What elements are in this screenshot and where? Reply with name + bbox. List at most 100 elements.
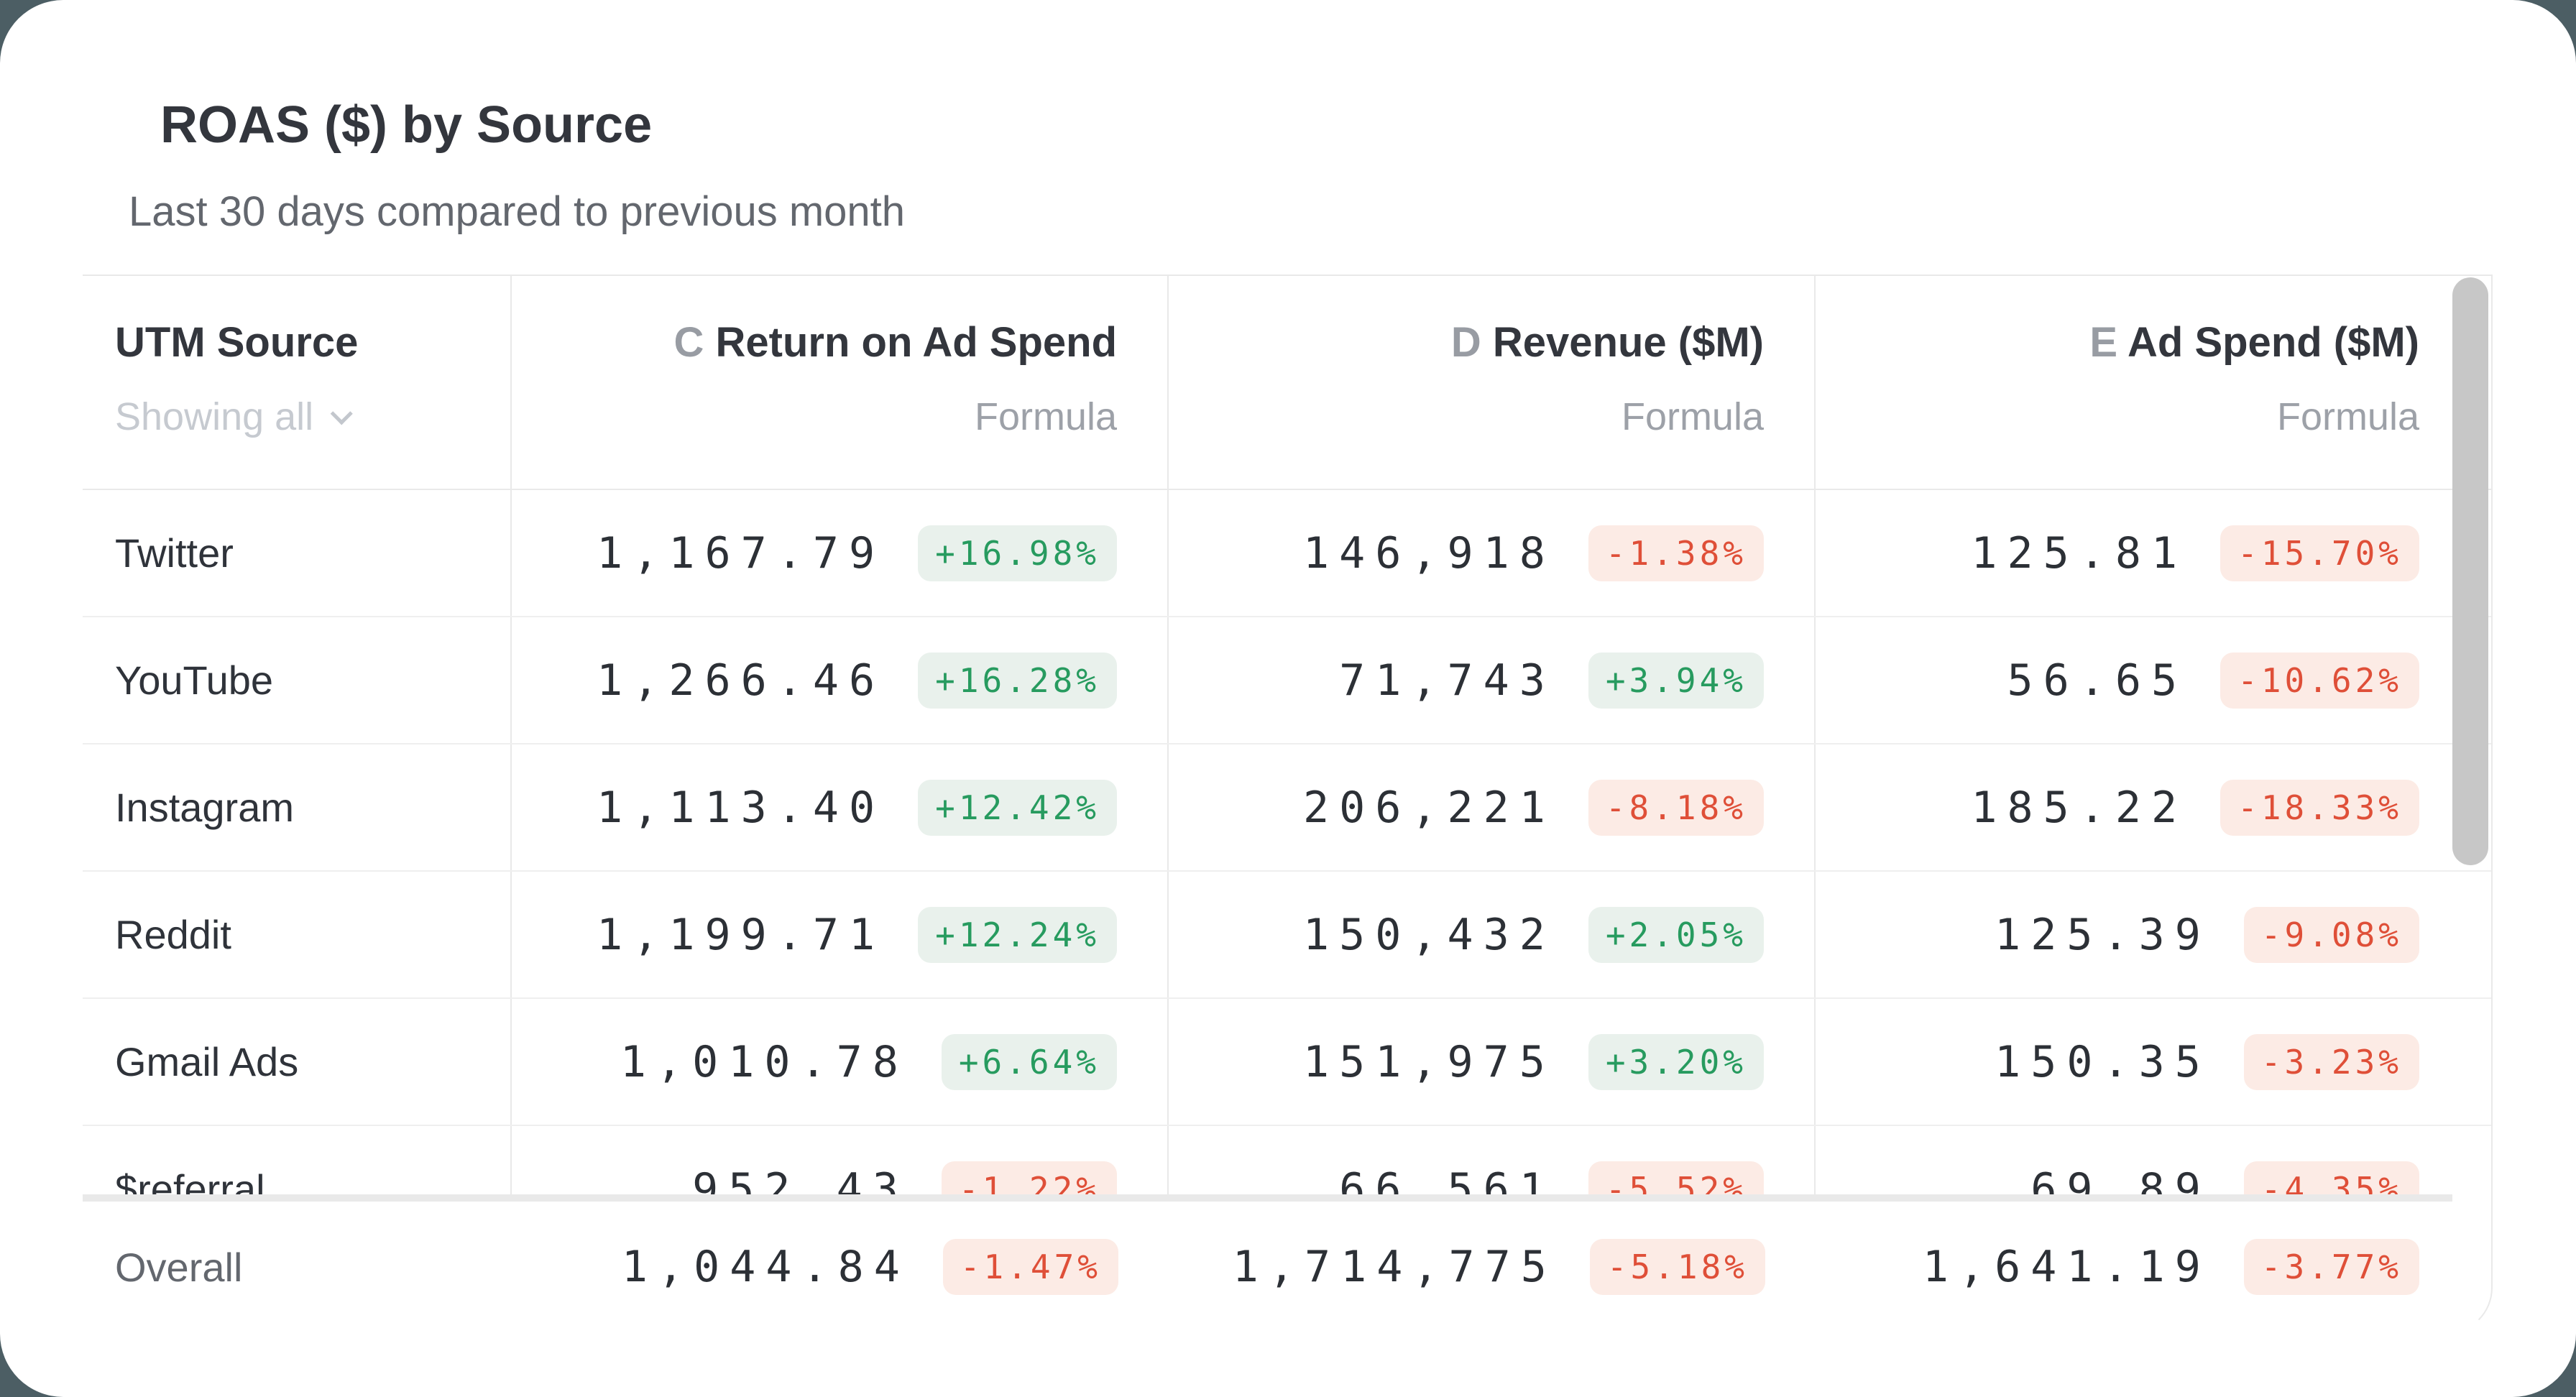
revenue-cell: 151,975 +3.20% bbox=[1169, 999, 1816, 1125]
revenue-cell: 150,432 +2.05% bbox=[1169, 872, 1816, 997]
roas-table: UTM Source Showing all C Return on Ad Sp… bbox=[83, 275, 2493, 1334]
scrollbar-thumb[interactable] bbox=[2452, 277, 2488, 865]
delta-badge: -10.62% bbox=[2220, 652, 2419, 709]
delta-badge: +12.24% bbox=[918, 906, 1117, 963]
delta-badge: -3.23% bbox=[2243, 1033, 2419, 1090]
table-row-instagram: Instagram 1,113.40 +12.42% 206,221 -8.18… bbox=[83, 744, 2491, 872]
column-header-utm-source: UTM Source Showing all bbox=[83, 276, 512, 489]
delta-badge: -18.33% bbox=[2220, 779, 2419, 836]
ad-spend-cell: 125.81 -15.70% bbox=[1816, 490, 2491, 616]
metric-value: 125.81 bbox=[1971, 527, 2188, 578]
widget-header: ROAS ($) by Source Last 30 days compared… bbox=[0, 0, 2576, 233]
delta-badge: -8.18% bbox=[1588, 779, 1764, 836]
roas-cell: 1,167.79 +16.98% bbox=[512, 490, 1169, 616]
delta-badge: -5.18% bbox=[1589, 1239, 1765, 1295]
chevron-down-icon bbox=[330, 402, 353, 425]
showing-all-label: Showing all bbox=[115, 395, 314, 438]
delta-badge: -15.70% bbox=[2220, 525, 2419, 581]
delta-badge: +3.20% bbox=[1588, 1033, 1764, 1090]
delta-badge: +16.98% bbox=[918, 525, 1117, 581]
delta-badge: -3.77% bbox=[2243, 1239, 2419, 1295]
metric-value: 1,167.79 bbox=[597, 527, 886, 578]
utm-source-label: UTM Source bbox=[115, 319, 359, 366]
metric-value: 185.22 bbox=[1971, 782, 2188, 833]
table-row-reddit: Reddit 1,199.71 +12.24% 150,432 +2.05% 1… bbox=[83, 872, 2491, 999]
ad-spend-cell: 56.65 -10.62% bbox=[1816, 617, 2491, 743]
ad-spend-cell: 69.89 -4.35% bbox=[1816, 1126, 2491, 1194]
formula-label: Formula bbox=[2276, 395, 2419, 438]
metric-value: 1,641.19 bbox=[1922, 1242, 2211, 1292]
roas-cell: 1,113.40 +12.42% bbox=[512, 744, 1169, 870]
metric-value: 150.35 bbox=[1995, 1036, 2211, 1087]
metric-value: 1,199.71 bbox=[597, 909, 886, 960]
ad-spend-cell: 150.35 -3.23% bbox=[1816, 999, 2491, 1125]
metric-value: 56.65 bbox=[2007, 655, 2188, 706]
metric-value: 66,561 bbox=[1339, 1163, 1555, 1195]
source-cell: Reddit bbox=[83, 872, 512, 997]
delta-badge: -5.52% bbox=[1588, 1161, 1764, 1194]
delta-badge: +12.42% bbox=[918, 779, 1117, 836]
table-row-referral: $referral 952.43 -1.22% 66,561 -5.52% 69… bbox=[83, 1126, 2491, 1194]
metric-value: 1,010.78 bbox=[620, 1036, 908, 1087]
delta-badge: -4.35% bbox=[2243, 1161, 2419, 1194]
delta-badge: +16.28% bbox=[918, 652, 1117, 709]
source-cell: Gmail Ads bbox=[83, 999, 512, 1125]
metric-value: 1,714,775 bbox=[1232, 1242, 1557, 1292]
roas-cell: 952.43 -1.22% bbox=[512, 1126, 1169, 1194]
table-scroll-area[interactable]: Twitter 1,167.79 +16.98% 146,918 -1.38% … bbox=[83, 490, 2491, 1194]
revenue-cell: 66,561 -5.52% bbox=[1169, 1126, 1816, 1194]
source-cell: $referral bbox=[83, 1126, 512, 1194]
formula-label: Formula bbox=[1621, 395, 1764, 438]
column-header-return-on-ad-spend: C Return on Ad Spend Formula bbox=[512, 276, 1169, 489]
widget-title: ROAS ($) by Source bbox=[160, 96, 653, 154]
revenue-cell: 1,714,775 -5.18% bbox=[1169, 1202, 1816, 1332]
metric-value: 206,221 bbox=[1302, 782, 1555, 833]
roas-cell: 1,010.78 +6.64% bbox=[512, 999, 1169, 1125]
widget-subtitle: Last 30 days compared to previous month bbox=[129, 188, 906, 235]
delta-badge: -9.08% bbox=[2243, 906, 2419, 963]
delta-badge: +2.05% bbox=[1588, 906, 1764, 963]
overall-row: Overall 1,044.84 -1.47% 1,714,775 -5.18%… bbox=[83, 1202, 2491, 1332]
source-cell: YouTube bbox=[83, 617, 512, 743]
ad-spend-cell: 185.22 -18.33% bbox=[1816, 744, 2491, 870]
source-cell: Instagram bbox=[83, 744, 512, 870]
metric-value: 146,918 bbox=[1302, 527, 1555, 578]
metric-value: 71,743 bbox=[1339, 655, 1555, 706]
column-letter: E bbox=[2089, 319, 2118, 366]
revenue-cell: 146,918 -1.38% bbox=[1169, 490, 1816, 616]
column-header-ad-spend: E Ad Spend ($M) Formula bbox=[1816, 276, 2491, 489]
column-label: Return on Ad Spend bbox=[715, 319, 1117, 366]
revenue-cell: 71,743 +3.94% bbox=[1169, 617, 1816, 743]
revenue-cell: 206,221 -8.18% bbox=[1169, 744, 1816, 870]
column-label: Ad Spend ($M) bbox=[2128, 319, 2419, 366]
metric-value: 1,044.84 bbox=[621, 1242, 910, 1292]
table-header-row: UTM Source Showing all C Return on Ad Sp… bbox=[83, 275, 2491, 490]
table-row-gmail-ads: Gmail Ads 1,010.78 +6.64% 151,975 +3.20%… bbox=[83, 999, 2491, 1126]
table-row-twitter: Twitter 1,167.79 +16.98% 146,918 -1.38% … bbox=[83, 490, 2491, 617]
column-letter: C bbox=[673, 319, 704, 366]
metric-value: 150,432 bbox=[1302, 909, 1555, 960]
column-label: Revenue ($M) bbox=[1492, 319, 1764, 366]
column-letter: D bbox=[1450, 319, 1481, 366]
table-row-youtube: YouTube 1,266.46 +16.28% 71,743 +3.94% 5… bbox=[83, 617, 2491, 744]
metric-value: 1,113.40 bbox=[597, 782, 886, 833]
showing-all-dropdown[interactable]: Showing all bbox=[115, 395, 353, 438]
metric-value: 69.89 bbox=[2030, 1163, 2211, 1195]
metric-value: 125.39 bbox=[1995, 909, 2211, 960]
delta-badge: -1.22% bbox=[941, 1161, 1117, 1194]
roas-cell: 1,266.46 +16.28% bbox=[512, 617, 1169, 743]
metric-value: 151,975 bbox=[1302, 1036, 1555, 1087]
delta-badge: +6.64% bbox=[941, 1033, 1117, 1090]
roas-cell: 1,199.71 +12.24% bbox=[512, 872, 1169, 997]
formula-label: Formula bbox=[974, 395, 1117, 438]
delta-badge: +3.94% bbox=[1588, 652, 1764, 709]
column-header-revenue: D Revenue ($M) Formula bbox=[1169, 276, 1816, 489]
delta-badge: -1.47% bbox=[942, 1239, 1118, 1295]
source-cell: Twitter bbox=[83, 490, 512, 616]
metric-value: 1,266.46 bbox=[597, 655, 886, 706]
pinned-row-divider bbox=[83, 1194, 2452, 1202]
ad-spend-cell: 1,641.19 -3.77% bbox=[1816, 1202, 2491, 1332]
metric-value: 952.43 bbox=[692, 1163, 908, 1195]
roas-cell: 1,044.84 -1.47% bbox=[512, 1202, 1169, 1332]
